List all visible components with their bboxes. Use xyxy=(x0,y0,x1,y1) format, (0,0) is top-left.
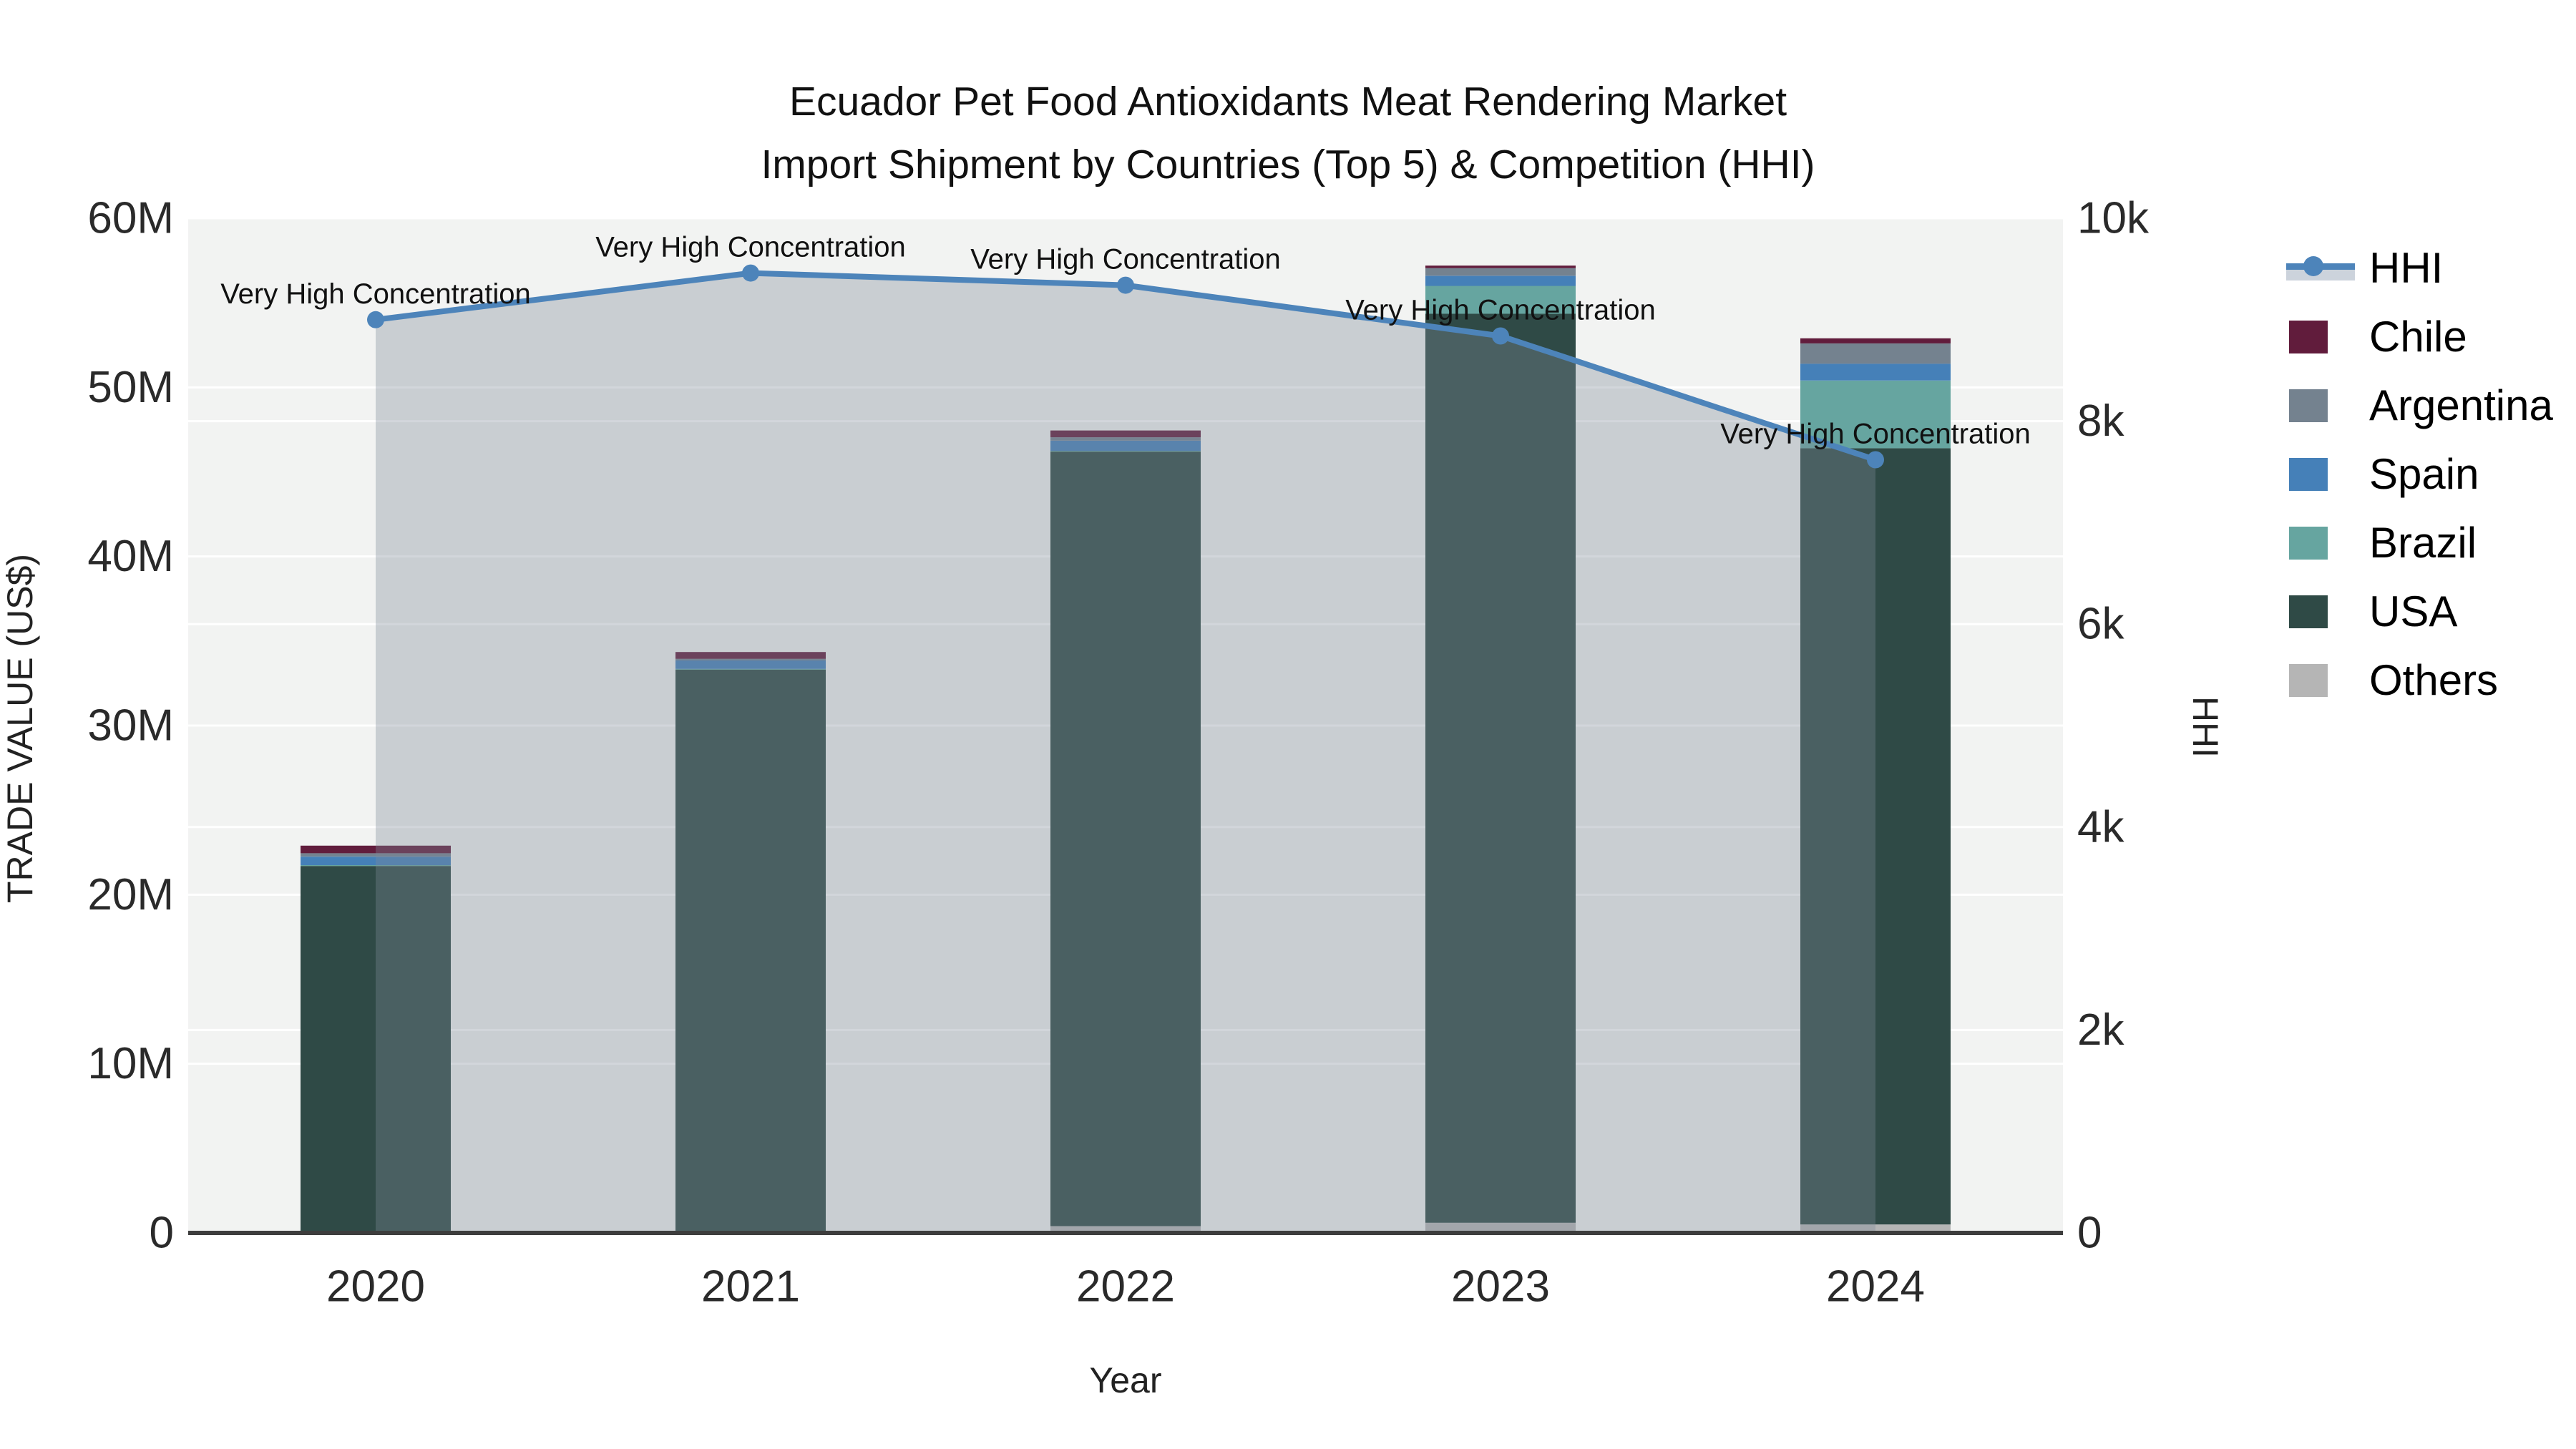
spain-swatch-icon xyxy=(2289,458,2328,491)
bar-segment-usa-2021[interactable] xyxy=(675,670,826,1231)
bar-segment-spain-2024[interactable] xyxy=(1800,364,1951,381)
bar-segment-spain-2023[interactable] xyxy=(1425,275,1576,286)
bar-segment-spain-2022[interactable] xyxy=(1050,440,1201,451)
y-axis-title-left: TRADE VALUE (US$) xyxy=(0,553,40,904)
x-tick-2021: 2021 xyxy=(701,1262,800,1312)
legend-item-others[interactable]: Others xyxy=(2286,645,2553,714)
legend-label: Spain xyxy=(2369,449,2479,498)
x-tick-2023: 2023 xyxy=(1451,1262,1550,1312)
bar-segment-chile-2024[interactable] xyxy=(1800,338,1951,343)
bar-segment-usa-2023[interactable] xyxy=(1425,313,1576,1223)
legend-item-usa[interactable]: USA xyxy=(2286,577,2553,645)
y-left-tick-0: 0 xyxy=(150,1209,174,1258)
bar-segment-spain-2021[interactable] xyxy=(675,660,826,669)
legend-item-brazil[interactable]: Brazil xyxy=(2286,508,2553,577)
hhi-marker-2023[interactable] xyxy=(1492,327,1509,345)
bar-segment-argentina-2021[interactable] xyxy=(675,658,826,660)
bar-segment-chile-2022[interactable] xyxy=(1050,430,1201,438)
x-tick-2024: 2024 xyxy=(1826,1262,1925,1312)
hhi-marker-2024[interactable] xyxy=(1867,451,1884,469)
bar-segment-argentina-2020[interactable] xyxy=(301,853,451,857)
hhi-annotation-2022: Very High Concentration xyxy=(970,244,1281,275)
y-left-tick-60M: 60M xyxy=(87,194,174,243)
hhi-annotation-2020: Very High Concentration xyxy=(220,278,531,310)
y-left-tick-50M: 50M xyxy=(87,363,174,412)
y-left-tick-10M: 10M xyxy=(87,1039,174,1088)
brazil-swatch-icon xyxy=(2289,527,2328,560)
bar-segment-others-2022[interactable] xyxy=(1050,1226,1201,1234)
x-axis-title: Year xyxy=(1089,1360,1162,1400)
bar-segment-spain-2020[interactable] xyxy=(301,857,451,865)
others-swatch-icon xyxy=(2289,664,2328,697)
bar-segment-usa-2022[interactable] xyxy=(1050,452,1201,1226)
legend-label: Brazil xyxy=(2369,518,2477,567)
legend-label: HHI xyxy=(2369,243,2444,292)
y-right-tick-8k: 8k xyxy=(2077,396,2124,446)
y-left-tick-20M: 20M xyxy=(87,870,174,919)
bar-segment-chile-2020[interactable] xyxy=(301,845,451,854)
legend-label: USA xyxy=(2369,587,2458,635)
bar-segment-brazil-2021[interactable] xyxy=(675,668,826,670)
legend-label: Others xyxy=(2369,655,2499,704)
x-tick-2020: 2020 xyxy=(326,1262,425,1312)
hhi-marker-2022[interactable] xyxy=(1117,276,1134,294)
hhi-marker-2020[interactable] xyxy=(367,311,384,328)
legend: HHI Chile Argentina Spain Brazil USA Oth… xyxy=(2286,233,2553,714)
chile-swatch-icon xyxy=(2289,321,2328,353)
bar-segment-brazil-2024[interactable] xyxy=(1800,380,1951,449)
x-tick-2022: 2022 xyxy=(1076,1262,1175,1312)
chart-title-line1: Ecuador Pet Food Antioxidants Meat Rende… xyxy=(789,79,1787,125)
y-axis-title-right: HHI xyxy=(2185,696,2225,758)
legend-label: Chile xyxy=(2369,312,2467,361)
bar-segment-brazil-2023[interactable] xyxy=(1425,286,1576,314)
bar-segment-argentina-2022[interactable] xyxy=(1050,437,1201,441)
y-left-tick-40M: 40M xyxy=(87,532,174,581)
legend-item-hhi[interactable]: HHI xyxy=(2286,233,2553,302)
bar-segment-brazil-2020[interactable] xyxy=(301,865,451,867)
hhi-annotation-2021: Very High Concentration xyxy=(595,232,906,263)
y-left-tick-30M: 30M xyxy=(87,701,174,751)
legend-item-chile[interactable]: Chile xyxy=(2286,302,2553,371)
bar-segment-brazil-2022[interactable] xyxy=(1050,451,1201,452)
legend-label: Argentina xyxy=(2369,381,2553,429)
bar-segment-argentina-2023[interactable] xyxy=(1425,268,1576,276)
hhi-annotation-2023: Very High Concentration xyxy=(1345,295,1656,326)
y-right-tick-10k: 10k xyxy=(2077,194,2150,243)
bar-segment-others-2023[interactable] xyxy=(1425,1222,1576,1233)
bar-segment-others-2024[interactable] xyxy=(1800,1224,1951,1233)
hhi-line-icon xyxy=(2286,246,2358,289)
bar-segment-usa-2024[interactable] xyxy=(1800,448,1951,1225)
bar-segment-argentina-2024[interactable] xyxy=(1800,343,1951,364)
argentina-swatch-icon xyxy=(2289,389,2328,422)
chart-title: Ecuador Pet Food Antioxidants Meat Rende… xyxy=(0,70,2576,196)
usa-swatch-icon xyxy=(2289,595,2328,628)
y-right-tick-6k: 6k xyxy=(2077,600,2124,649)
y-right-tick-4k: 4k xyxy=(2077,802,2124,852)
y-right-tick-0: 0 xyxy=(2077,1209,2102,1258)
y-right-tick-2k: 2k xyxy=(2077,1005,2124,1055)
hhi-area-fill xyxy=(376,273,1875,1234)
legend-item-argentina[interactable]: Argentina xyxy=(2286,371,2553,439)
bar-segment-chile-2023[interactable] xyxy=(1425,265,1576,268)
legend-item-spain[interactable]: Spain xyxy=(2286,439,2553,508)
chart-title-line2: Import Shipment by Countries (Top 5) & C… xyxy=(761,142,1815,187)
bar-segment-usa-2020[interactable] xyxy=(301,866,451,1231)
hhi-marker-2021[interactable] xyxy=(742,264,759,282)
hhi-annotation-2024: Very High Concentration xyxy=(1720,419,2031,450)
bar-segment-chile-2021[interactable] xyxy=(675,652,826,659)
